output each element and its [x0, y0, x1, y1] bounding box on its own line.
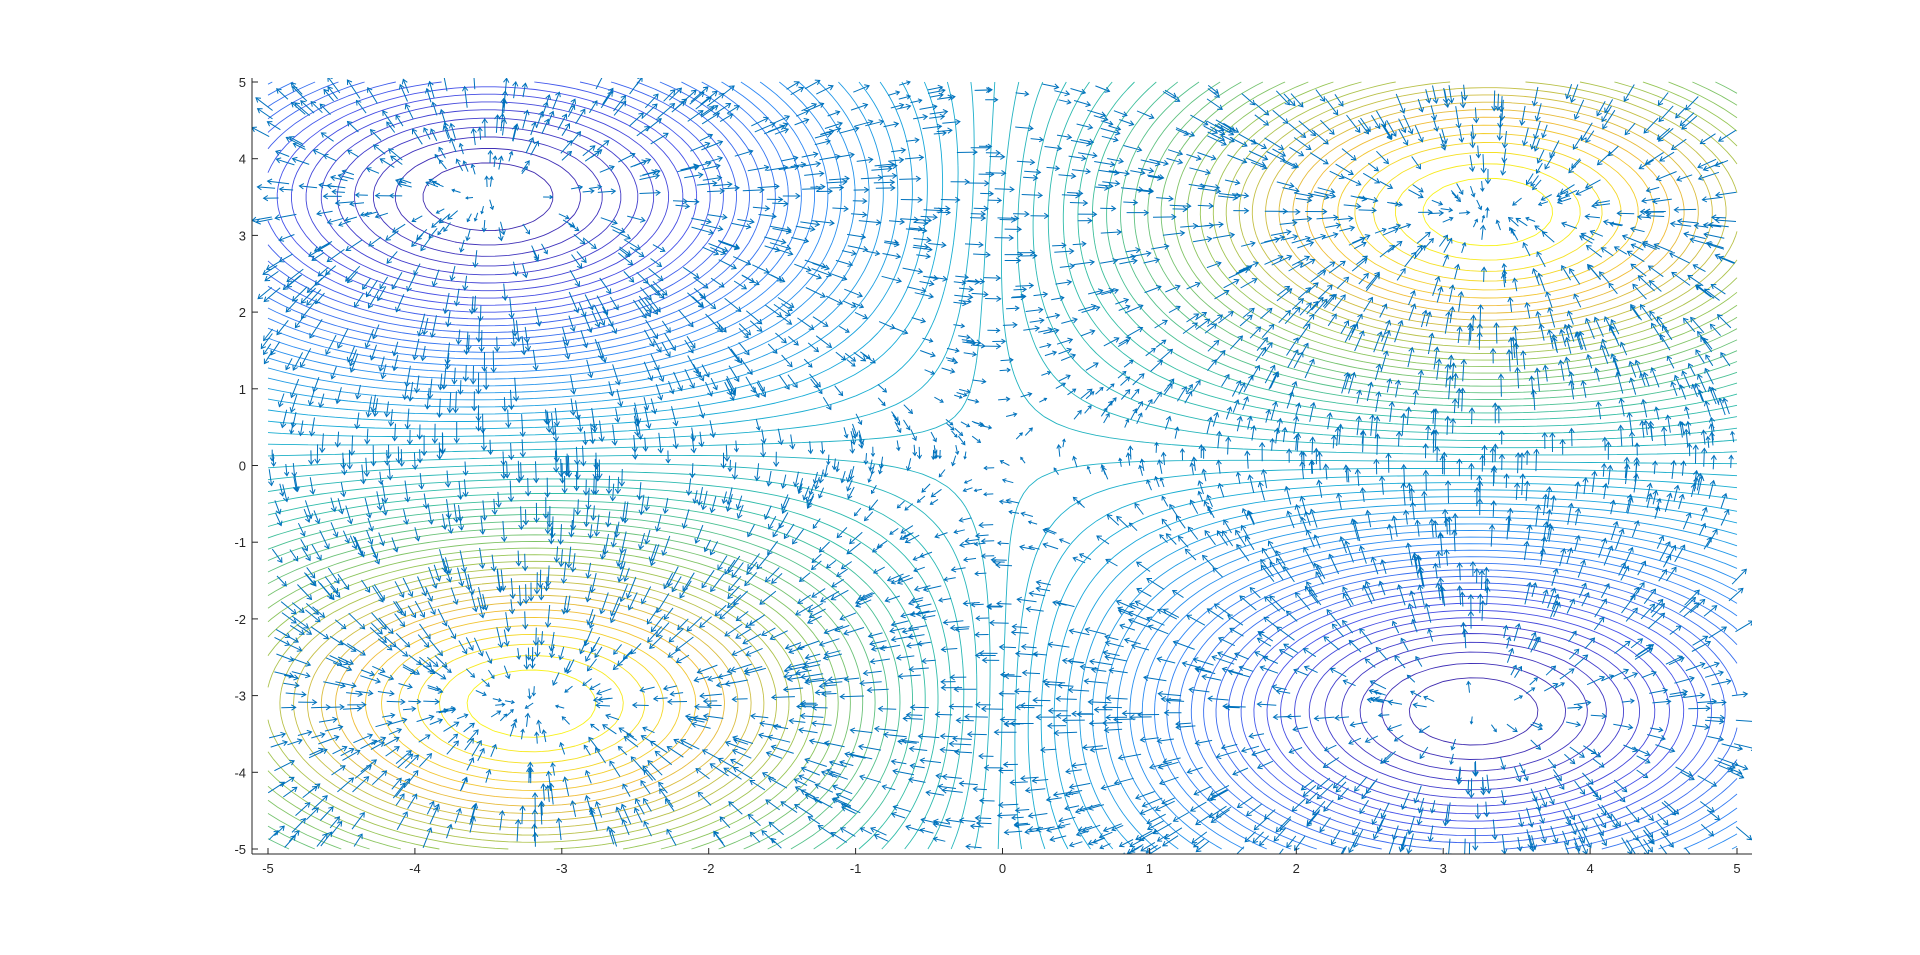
contour-line	[267, 81, 1738, 850]
x-tick-label: 2	[1293, 861, 1300, 876]
y-tick-label: 2	[239, 305, 246, 320]
contour-line	[305, 101, 1656, 807]
contour-line	[267, 81, 1738, 850]
x-tick-label: 4	[1586, 861, 1593, 876]
y-tick-label: -4	[234, 765, 246, 780]
contour-line	[267, 81, 1726, 844]
y-tick-label: 5	[239, 75, 246, 90]
quiver-heads	[252, 78, 1752, 854]
contour-lines	[267, 81, 1738, 850]
contour-line	[422, 162, 1539, 746]
y-tick-label: -1	[234, 535, 246, 550]
x-tick-label: 0	[999, 861, 1006, 876]
y-axis-ticks: 5 4 3 2 1 0 -1 -2 -3 -4 -5	[234, 75, 258, 857]
contour-line	[354, 126, 1607, 782]
x-tick-label: 5	[1733, 861, 1740, 876]
x-tick-label: 3	[1440, 861, 1447, 876]
x-tick-label: -1	[850, 861, 862, 876]
axes: -5 -4 -3 -2 -1 0 1 2 3 4 5 5 4 3 2 1 0 -1 -2 -3 -4 -5	[234, 75, 1752, 876]
x-tick-label: -5	[262, 861, 274, 876]
contour-line	[267, 81, 1738, 850]
contour-line	[267, 81, 1738, 850]
contour-line	[267, 81, 1738, 850]
contour-line	[372, 136, 1588, 772]
quiver-shafts	[252, 78, 1752, 854]
contour-line	[267, 81, 1738, 850]
x-tick-label: -3	[556, 861, 568, 876]
y-tick-label: 4	[239, 152, 246, 167]
x-tick-label: -4	[409, 861, 421, 876]
contour-line	[336, 117, 1625, 791]
x-tick-label: 1	[1146, 861, 1153, 876]
contour-line	[267, 81, 1738, 850]
contour-line	[267, 81, 1738, 850]
y-tick-label: 1	[239, 382, 246, 397]
y-tick-label: 0	[239, 459, 246, 474]
plot-area	[252, 78, 1752, 854]
contour-line	[267, 81, 1738, 850]
contour-line	[291, 93, 1670, 815]
x-axis-ticks: -5 -4 -3 -2 -1 0 1 2 3 4 5	[262, 848, 1741, 876]
contour-line	[267, 81, 1738, 850]
contour-line	[267, 81, 1712, 837]
contour-line	[279, 81, 1738, 836]
contour-line	[267, 81, 1738, 850]
contour-line	[267, 81, 1738, 850]
contour-line	[267, 81, 1738, 850]
y-tick-label: -3	[234, 689, 246, 704]
quiver-arrows	[252, 78, 1752, 854]
contour-line	[267, 81, 1738, 850]
x-tick-label: -2	[703, 861, 715, 876]
contour-line	[267, 81, 1738, 850]
contour-line	[306, 94, 1713, 822]
y-tick-label: -5	[234, 842, 246, 857]
y-tick-label: 3	[239, 228, 246, 243]
contour-line	[267, 81, 1738, 850]
y-tick-label: -2	[234, 612, 246, 627]
